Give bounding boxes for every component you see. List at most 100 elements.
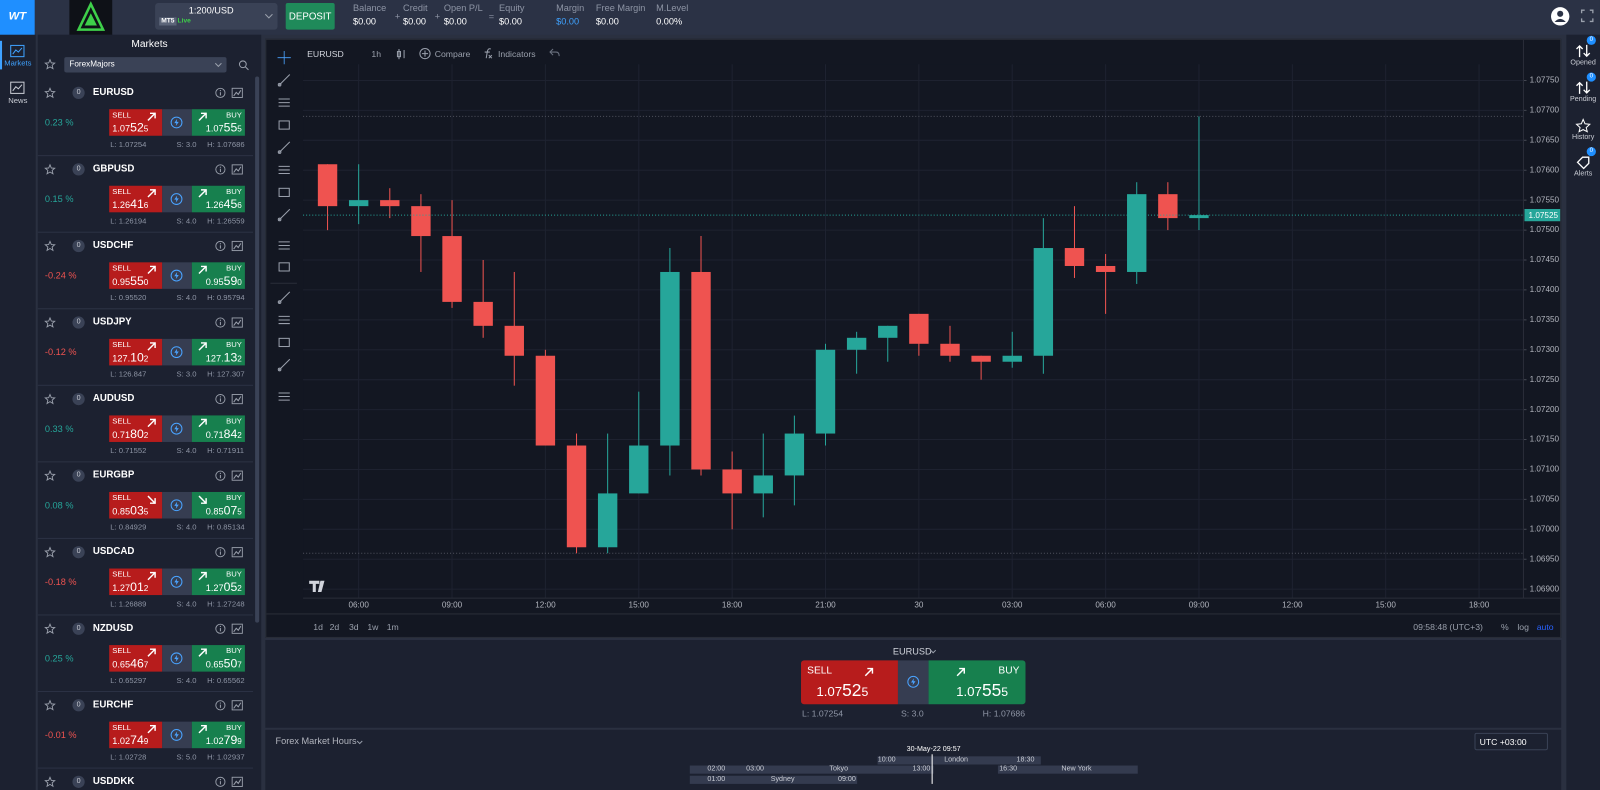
sell-button[interactable]: SELL 0.71802 [109, 415, 163, 442]
favorite-star[interactable] [44, 546, 56, 558]
scale-option[interactable]: % [1501, 621, 1509, 632]
quick-trade[interactable] [162, 262, 192, 289]
info-icon[interactable] [215, 87, 226, 98]
drawing-tool[interactable] [278, 118, 291, 131]
chart-icon[interactable] [231, 240, 243, 252]
scale-option[interactable]: log [1517, 621, 1529, 632]
drawing-tool[interactable] [278, 260, 291, 273]
market-hours-title[interactable]: Forex Market Hours [275, 735, 357, 747]
deposit-button[interactable]: DEPOSIT [285, 3, 335, 30]
range-button[interactable]: 1w [367, 621, 379, 632]
info-icon[interactable] [215, 623, 226, 634]
info-icon[interactable] [215, 547, 226, 558]
drawing-tool[interactable] [278, 313, 291, 326]
scale-option[interactable]: auto [1536, 621, 1554, 632]
sidebar-label[interactable]: Pending [1570, 95, 1597, 104]
info-icon[interactable] [215, 240, 226, 252]
sell-button[interactable]: SELL 1.02749 [109, 721, 163, 749]
chart-icon[interactable] [231, 394, 243, 405]
drawing-tool[interactable] [277, 208, 291, 222]
buy-button[interactable]: BUY 0.85075 [191, 491, 245, 519]
favorite-star[interactable] [44, 163, 56, 175]
favorite-star[interactable] [44, 240, 56, 252]
sidebar-label[interactable]: History [1572, 133, 1595, 141]
sell-button[interactable]: SELL 127.102 [109, 338, 163, 366]
drawing-tool[interactable] [278, 96, 291, 109]
drawing-tool[interactable] [277, 358, 291, 372]
sidebar-icon[interactable] [1575, 118, 1591, 133]
buy-button[interactable]: BUY 0.65507 [191, 645, 245, 672]
buy-button[interactable]: BUY 1.02799 [191, 721, 245, 749]
quick-trade[interactable] [162, 491, 192, 519]
drawing-tool[interactable] [278, 390, 291, 403]
chart-symbol[interactable]: EURUSD [307, 48, 344, 60]
sell-button[interactable]: SELL 0.85035 [109, 491, 163, 519]
drawing-tool[interactable] [277, 51, 291, 65]
chart-icon[interactable] [231, 317, 243, 328]
buy-button[interactable]: BUY 0.95590 [191, 262, 245, 289]
trade-sell-button[interactable]: SELL 1.07525 [801, 660, 898, 705]
range-button[interactable]: 3d [348, 621, 359, 632]
buy-button[interactable]: BUY 127.132 [191, 338, 245, 366]
drawing-tool[interactable] [278, 163, 291, 176]
quick-trade[interactable] [162, 721, 192, 749]
favorites-filter[interactable] [44, 58, 56, 70]
sidebar-icon[interactable] [1576, 44, 1591, 58]
search-icon[interactable] [238, 60, 249, 71]
sell-button[interactable]: SELL 0.65467 [109, 645, 163, 672]
favorite-star[interactable] [44, 622, 56, 635]
quick-trade[interactable] [162, 338, 192, 366]
compare-button[interactable]: Compare [434, 48, 471, 60]
group-select[interactable]: ForexMajors [64, 57, 227, 73]
trade-buy-button[interactable]: BUY 1.07555 [928, 660, 1026, 705]
drawing-tool[interactable] [278, 186, 291, 199]
timezone-select[interactable]: UTC +03:00 [1474, 732, 1548, 751]
sell-button[interactable]: SELL 1.27012 [109, 568, 163, 596]
chart-icon[interactable] [231, 623, 243, 634]
favorite-star[interactable] [44, 316, 56, 328]
sidebar-label[interactable]: Alerts [1574, 170, 1593, 178]
account-select[interactable]: 1:200/USD MT5 Live [155, 3, 278, 30]
favorite-star[interactable] [44, 699, 56, 711]
chart-icon[interactable] [231, 164, 243, 175]
chart-icon[interactable] [231, 547, 243, 558]
quick-trade[interactable] [162, 645, 192, 672]
info-icon[interactable] [215, 317, 226, 328]
info-icon[interactable] [215, 394, 226, 405]
indicators-button[interactable]: Indicators [497, 48, 536, 60]
favorite-star[interactable] [44, 469, 56, 482]
chart-icon[interactable] [231, 87, 243, 98]
chart-interval[interactable]: 1h [371, 48, 382, 60]
quick-trade[interactable] [162, 109, 192, 136]
drawing-tool[interactable] [278, 239, 291, 252]
quick-trade[interactable] [162, 568, 192, 596]
buy-button[interactable]: BUY 1.27052 [191, 568, 245, 596]
buy-button[interactable]: BUY 1.26456 [191, 185, 245, 213]
range-button[interactable]: 2d [329, 621, 340, 632]
drawing-tool[interactable] [277, 291, 291, 304]
range-button[interactable]: 1m [386, 621, 399, 632]
favorite-star[interactable] [44, 393, 56, 405]
info-icon[interactable] [215, 470, 226, 481]
drawing-tool[interactable] [277, 141, 291, 154]
trade-symbol[interactable]: EURUSD [892, 646, 932, 657]
nav-icon[interactable] [10, 44, 25, 58]
nav-label[interactable]: Markets [4, 58, 32, 68]
chart-icon[interactable] [231, 700, 243, 711]
fullscreen-icon[interactable] [1580, 9, 1594, 23]
drawing-tool[interactable] [278, 336, 291, 349]
quick-trade[interactable] [162, 415, 192, 442]
info-icon[interactable] [215, 700, 226, 711]
info-icon[interactable] [215, 164, 226, 175]
user-icon[interactable] [1550, 6, 1570, 26]
info-icon[interactable] [215, 776, 226, 787]
sidebar-icon[interactable] [1576, 81, 1591, 94]
trade-quick[interactable] [897, 660, 929, 705]
nav-label[interactable]: News [8, 95, 28, 106]
favorite-star[interactable] [44, 87, 56, 99]
chart-icon[interactable] [231, 776, 243, 787]
sell-button[interactable]: SELL 0.95550 [109, 262, 163, 289]
sidebar-icon[interactable] [1576, 156, 1590, 170]
quick-trade[interactable] [162, 185, 192, 213]
sell-button[interactable]: SELL 1.26416 [109, 185, 163, 213]
